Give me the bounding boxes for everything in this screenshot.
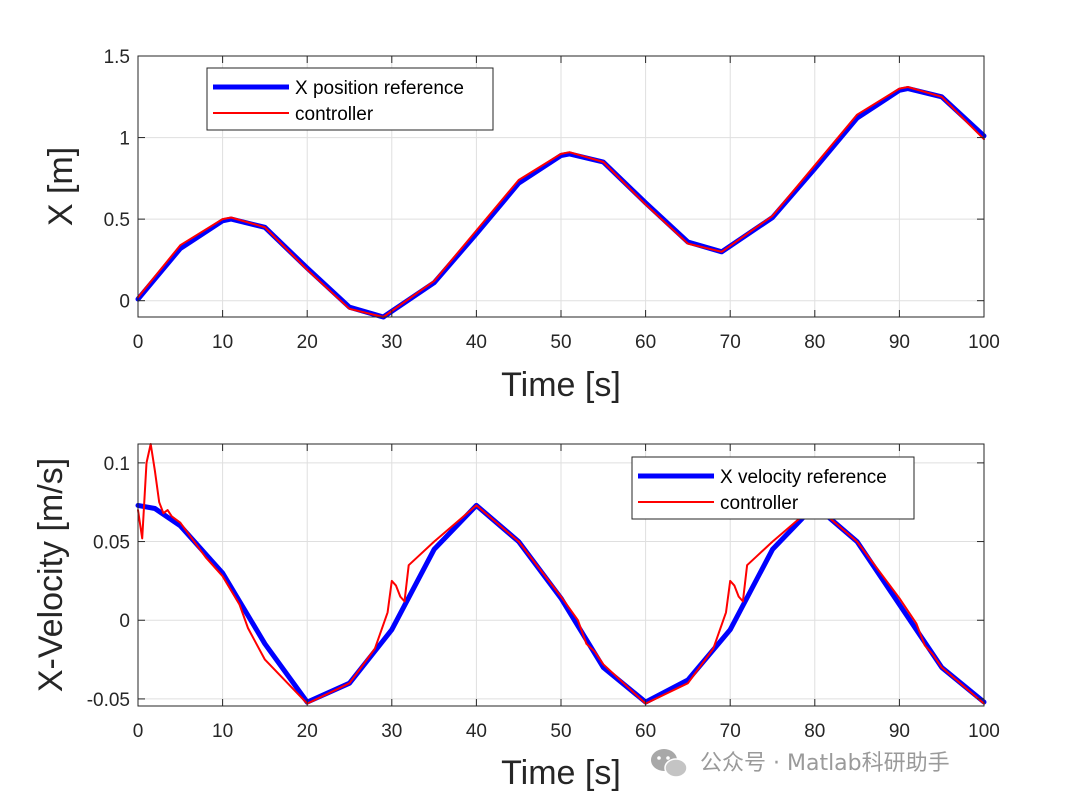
position-xtick-label: 100 xyxy=(968,332,1000,353)
velocity-legend-label-reference: X velocity reference xyxy=(720,467,887,488)
position-xtick-label: 60 xyxy=(635,332,656,353)
position-xlabel: Time [s] xyxy=(501,366,621,404)
position-xtick-label: 50 xyxy=(550,332,571,353)
velocity-ytick-label: 0.05 xyxy=(93,533,130,554)
velocity-xlabel: Time [s] xyxy=(501,754,621,792)
watermark: 公众号 · Matlab科研助手 xyxy=(651,749,950,778)
position-xtick-label: 40 xyxy=(466,332,487,353)
velocity-xtick-label: 40 xyxy=(466,721,487,742)
velocity-xtick-label: 0 xyxy=(133,721,144,742)
position-xtick-label: 30 xyxy=(381,332,402,353)
position-ticks: 0 10 20 30 40 50 60 70 80 90 100 0 0.5 1 1.5 xyxy=(104,47,1000,353)
velocity-xtick-label: 90 xyxy=(889,721,910,742)
position-xtick-label: 80 xyxy=(804,332,825,353)
velocity-ylabel: X-Velocity [m/s] xyxy=(32,458,70,692)
velocity-controller-line xyxy=(137,443,985,705)
velocity-legend: X velocity reference controller xyxy=(631,456,915,520)
velocity-xtick-label: 30 xyxy=(381,721,402,742)
velocity-ytick-label: 0.1 xyxy=(104,454,130,475)
velocity-ytick-label: 0 xyxy=(119,611,130,632)
velocity-xtick-label: 70 xyxy=(720,721,741,742)
position-ylabel: X [m] xyxy=(42,147,80,226)
velocity-lines xyxy=(135,443,987,705)
position-controller-line xyxy=(137,86,985,318)
velocity-xtick-label: 50 xyxy=(550,721,571,742)
position-legend-label-controller: controller xyxy=(295,104,374,125)
velocity-xtick-label: 10 xyxy=(212,721,233,742)
position-xtick-label: 10 xyxy=(212,332,233,353)
position-legend: X position reference controller xyxy=(206,67,494,131)
velocity-xtick-label: 20 xyxy=(297,721,318,742)
velocity-legend-box xyxy=(631,456,915,520)
velocity-legend-label-controller: controller xyxy=(720,493,799,514)
position-ytick-label: 1.5 xyxy=(104,47,130,68)
position-xtick-label: 70 xyxy=(720,332,741,353)
position-xtick-label: 90 xyxy=(889,332,910,353)
position-ytick-label: 1 xyxy=(119,129,130,150)
velocity-xtick-label: 60 xyxy=(635,721,656,742)
position-legend-box xyxy=(206,67,494,131)
position-xtick-label: 20 xyxy=(297,332,318,353)
wechat-icon xyxy=(651,749,688,778)
velocity-xtick-label: 80 xyxy=(804,721,825,742)
position-ytick-label: 0.5 xyxy=(104,210,130,231)
position-lines xyxy=(135,86,987,320)
velocity-xtick-label: 100 xyxy=(968,721,1000,742)
velocity-ytick-label: -0.05 xyxy=(87,690,130,711)
watermark-text: 公众号 · Matlab科研助手 xyxy=(700,751,950,776)
position-ytick-label: 0 xyxy=(119,292,130,313)
position-xtick-label: 0 xyxy=(133,332,144,353)
position-legend-label-reference: X position reference xyxy=(295,78,464,99)
